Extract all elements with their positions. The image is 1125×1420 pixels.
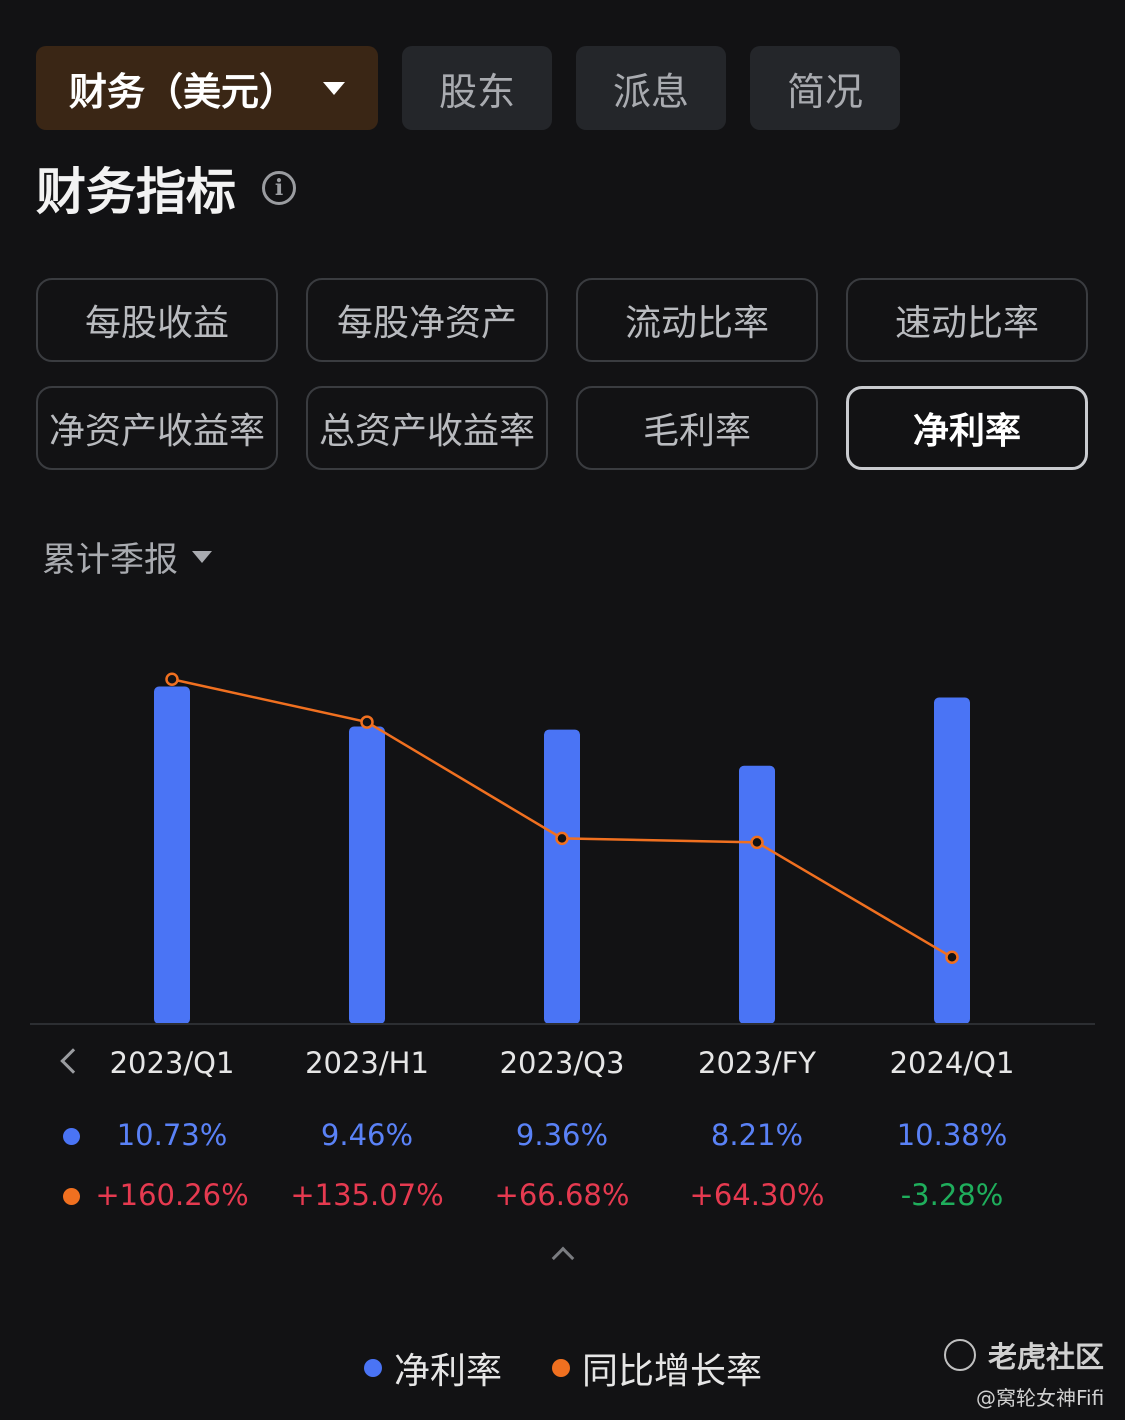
watermark-brand: 老虎社区 xyxy=(988,1340,1105,1374)
info-icon[interactable]: i xyxy=(262,171,296,205)
metric-bvps[interactable]: 每股净资产 xyxy=(306,278,548,362)
legend-label-net-margin: 净利率 xyxy=(394,1351,503,1392)
growth-point-2024/Q1[interactable] xyxy=(945,950,959,965)
tab-finance[interactable]: 财务（美元） xyxy=(36,46,378,130)
growth-value: +66.68% xyxy=(494,1178,630,1212)
growth-point-2023/Q3[interactable] xyxy=(555,831,569,846)
watermark-user: @窝轮女神Fifi xyxy=(976,1386,1105,1410)
period-dropdown[interactable]: 累计季报 xyxy=(42,532,212,581)
bar-series xyxy=(154,686,970,1024)
metric-current-ratio[interactable]: 流动比率 xyxy=(576,278,818,362)
metric-quick-ratio[interactable]: 速动比率 xyxy=(846,278,1088,362)
net-margin-dot-icon xyxy=(63,1128,80,1145)
chart-legend: 净利率 同比增长率 xyxy=(364,1342,812,1394)
tab-finance-label: 财务（美元） xyxy=(68,69,297,114)
growth-value: +160.26% xyxy=(95,1178,249,1212)
net-margin-value: 10.38% xyxy=(896,1118,1008,1152)
metric-roa[interactable]: 总资产收益率 xyxy=(306,386,548,470)
growth-point-2023/Q1[interactable] xyxy=(165,672,179,687)
caret-down-icon xyxy=(323,81,345,95)
metric-eps[interactable]: 每股收益 xyxy=(36,278,278,362)
legend-dot-icon xyxy=(364,1359,382,1377)
bar-2023/FY[interactable] xyxy=(739,765,775,1024)
x-tick-label: 2023/Q1 xyxy=(109,1046,235,1080)
bar-2023/Q3[interactable] xyxy=(544,729,580,1024)
x-tick-label: 2024/Q1 xyxy=(889,1046,1015,1080)
bar-2023/Q1[interactable] xyxy=(154,686,190,1024)
net-margin-value: 10.73% xyxy=(116,1118,228,1152)
growth-point-2023/H1[interactable] xyxy=(360,715,374,729)
legend-label-growth: 同比增长率 xyxy=(582,1351,763,1392)
tab-shareholders[interactable]: 股东 xyxy=(402,46,552,130)
x-tick-label: 2023/H1 xyxy=(305,1046,429,1080)
net-margin-value: 9.36% xyxy=(515,1118,609,1152)
x-axis-labels: 2023/Q1 2023/H1 2023/Q3 2023/FY 2024/Q1 xyxy=(0,1046,1125,1090)
legend-item-net-margin: 净利率 xyxy=(364,1342,502,1394)
page-title: 财务指标 xyxy=(36,163,236,221)
section-title: 财务指标 i xyxy=(36,152,296,224)
legend-dot-icon xyxy=(552,1359,571,1377)
growth-value: +64.30% xyxy=(689,1178,825,1212)
watermark: 老虎社区 xyxy=(944,1334,1104,1376)
growth-values-row: +160.26% +135.07% +66.68% +64.30% -3.28% xyxy=(0,1178,1125,1218)
x-tick-label: 2023/Q3 xyxy=(499,1046,625,1080)
chevron-up-icon[interactable] xyxy=(551,1246,575,1270)
bar-2023/H1[interactable] xyxy=(349,726,385,1024)
tab-dividends-label: 派息 xyxy=(612,69,689,114)
x-tick-label: 2023/FY xyxy=(698,1046,816,1080)
net-margin-value: 8.21% xyxy=(710,1118,804,1152)
tab-profile[interactable]: 简况 xyxy=(750,46,900,130)
tab-profile-label: 简况 xyxy=(786,69,863,114)
legend-item-growth: 同比增长率 xyxy=(552,1342,762,1394)
growth-value: -3.28% xyxy=(900,1178,1004,1212)
growth-point-2023/FY[interactable] xyxy=(750,835,764,850)
tab-shareholders-label: 股东 xyxy=(438,69,515,114)
metric-net-margin[interactable]: 净利率 xyxy=(846,386,1088,470)
metric-roe[interactable]: 净资产收益率 xyxy=(36,386,278,470)
growth-value: +135.07% xyxy=(290,1178,444,1212)
net-margin-values-row: 10.73% 9.46% 9.36% 8.21% 10.38% xyxy=(0,1118,1125,1158)
net-margin-value: 9.46% xyxy=(320,1118,414,1152)
tab-dividends[interactable]: 派息 xyxy=(576,46,726,130)
caret-down-icon xyxy=(192,550,212,563)
net-margin-chart xyxy=(30,672,1095,1025)
tiger-logo-icon xyxy=(944,1339,976,1371)
growth-line-series xyxy=(165,672,959,965)
period-dropdown-label: 累计季报 xyxy=(42,540,178,580)
top-tabs: 财务（美元） 股东 派息 简况 xyxy=(36,46,900,130)
growth-dot-icon xyxy=(63,1188,80,1205)
metric-gross-margin[interactable]: 毛利率 xyxy=(576,386,818,470)
bar-2024/Q1[interactable] xyxy=(934,697,970,1024)
metric-selector: 每股收益 每股净资产 流动比率 速动比率 净资产收益率 总资产收益率 毛利率 净… xyxy=(36,278,1088,470)
